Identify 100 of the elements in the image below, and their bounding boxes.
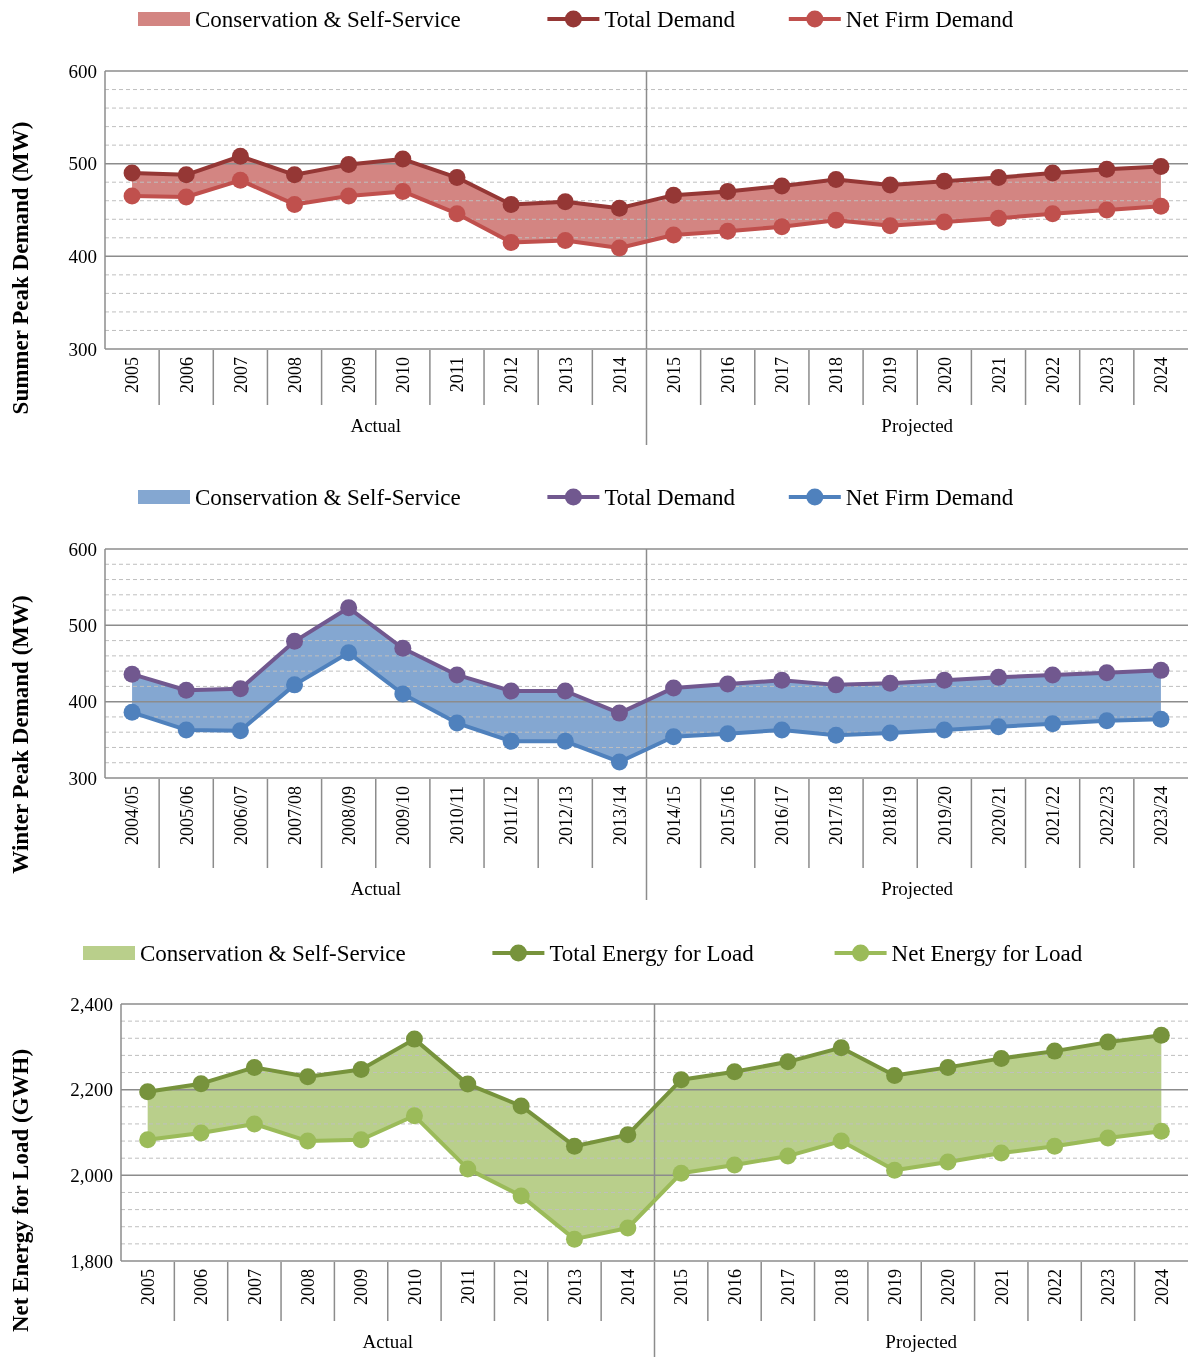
y-axis-title: Summer Peak Demand (MW) — [8, 121, 33, 415]
point — [556, 193, 574, 211]
point — [352, 1131, 370, 1149]
x-tick-label: 2021 — [988, 357, 1009, 393]
point — [881, 674, 899, 692]
y-tick-label: 600 — [68, 60, 97, 82]
text: Actual — [350, 415, 402, 436]
point — [619, 1126, 637, 1144]
y-tick-label: 400 — [68, 245, 97, 267]
point — [394, 639, 412, 657]
text: Projected — [881, 415, 954, 436]
x-tick-label: 2017 — [778, 1269, 799, 1305]
x-tick-label: 2006/07 — [230, 786, 251, 846]
point — [565, 1137, 583, 1155]
x-tick-label: 2009 — [338, 357, 359, 393]
legend-label: Net Firm Demand — [845, 7, 1014, 33]
x-tick-label: 2008 — [284, 357, 305, 393]
point — [231, 680, 249, 698]
point — [832, 1132, 850, 1150]
x-tick-label: 2019 — [884, 1269, 905, 1305]
x-tick-label: 2020 — [934, 357, 955, 393]
point — [565, 1230, 583, 1248]
point — [1044, 205, 1062, 223]
point — [672, 1071, 690, 1089]
point — [1098, 664, 1116, 682]
text: Actual — [362, 1331, 414, 1352]
point — [939, 1153, 957, 1171]
x-tick-label: 2019/20 — [934, 786, 955, 846]
point — [1044, 666, 1062, 684]
point — [1044, 715, 1062, 733]
point — [231, 722, 249, 740]
text: Conservation & Self-Service — [140, 941, 406, 967]
point — [726, 1156, 744, 1174]
x-tick-label: 2008/09 — [338, 786, 359, 846]
point — [231, 171, 249, 189]
point — [719, 182, 737, 200]
x-tick-label: 2009 — [351, 1269, 372, 1305]
point — [286, 195, 304, 213]
point — [827, 676, 845, 694]
x-tick-label: 2011 — [458, 1269, 479, 1305]
x-tick-label: 2014 — [609, 357, 630, 393]
legend-label: Total Demand — [604, 485, 736, 511]
point — [502, 732, 520, 750]
x-tick-label: 2010/11 — [447, 786, 468, 845]
y-tick-label: 300 — [68, 767, 97, 789]
x-tick-label: 2016 — [724, 1269, 745, 1305]
point — [512, 1187, 530, 1205]
point — [340, 644, 358, 662]
point — [773, 177, 791, 195]
point — [989, 169, 1007, 187]
x-tick-label: 2023/24 — [1151, 786, 1172, 846]
text: Actual — [350, 878, 402, 899]
point — [773, 721, 791, 739]
x-tick-label: 2012 — [501, 357, 522, 393]
x-tick-label: 2008 — [298, 1269, 319, 1305]
x-tick-label: 2006 — [176, 357, 197, 393]
point — [177, 681, 195, 699]
point — [394, 685, 412, 703]
legend-label: Total Demand — [604, 7, 736, 33]
point — [881, 724, 899, 742]
point — [245, 1115, 263, 1133]
x-tick-label: 2007 — [230, 357, 251, 393]
point — [123, 665, 141, 683]
point — [177, 188, 195, 206]
point — [139, 1131, 157, 1149]
point — [1098, 160, 1116, 178]
x-tick-label: 2015 — [663, 357, 684, 393]
point — [192, 1075, 210, 1093]
x-tick-label: 2011 — [447, 357, 468, 393]
point — [177, 721, 195, 739]
point — [556, 232, 574, 250]
point — [1152, 157, 1170, 175]
y-tick-label: 400 — [68, 691, 97, 713]
point — [556, 682, 574, 700]
point — [672, 1164, 690, 1182]
y-tick-label: 600 — [68, 538, 97, 560]
point — [556, 732, 574, 750]
point — [286, 166, 304, 184]
point — [299, 1068, 317, 1086]
x-tick-label: 2020/21 — [988, 786, 1009, 846]
point — [459, 1075, 477, 1093]
point — [502, 195, 520, 213]
point — [935, 172, 953, 190]
point — [448, 169, 466, 187]
point — [1098, 201, 1116, 219]
point — [299, 1132, 317, 1150]
point — [665, 226, 683, 244]
point — [939, 1058, 957, 1076]
point — [1046, 1137, 1064, 1155]
y-tick-label: 2,000 — [70, 1164, 113, 1186]
point — [502, 233, 520, 251]
point — [139, 1083, 157, 1101]
point — [286, 632, 304, 650]
x-tick-label: 2006 — [191, 1269, 212, 1305]
point — [448, 714, 466, 732]
point — [665, 728, 683, 746]
x-tick-label: 2005 — [137, 1269, 158, 1305]
y-tick-label: 500 — [68, 153, 97, 175]
x-tick-label: 2017 — [772, 357, 793, 393]
point — [192, 1124, 210, 1142]
